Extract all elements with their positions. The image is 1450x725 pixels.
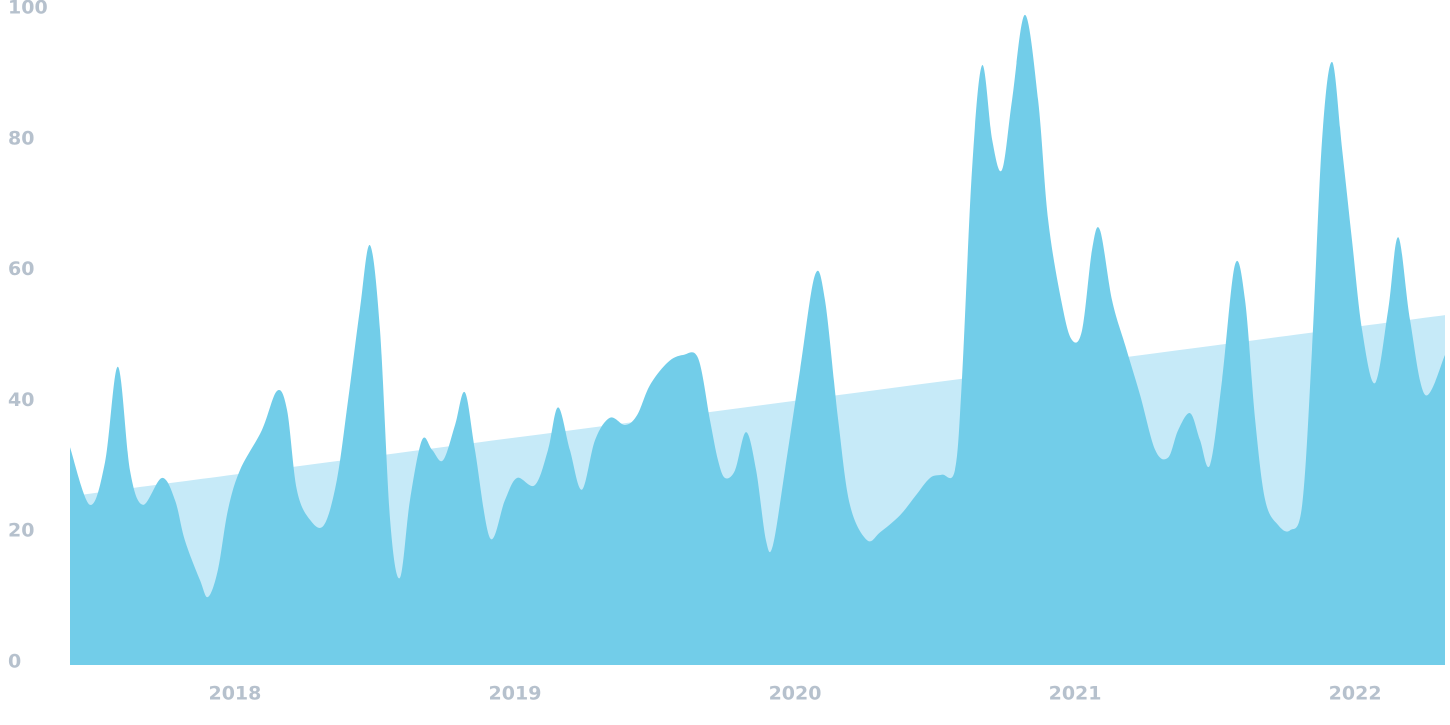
x-tick-label: 2022 [1329, 683, 1382, 705]
y-tick-label: 100 [8, 0, 48, 19]
y-tick-label: 80 [8, 127, 34, 149]
y-tick-label: 40 [8, 389, 34, 411]
x-tick-label: 2021 [1049, 683, 1102, 705]
x-tick-label: 2020 [769, 683, 822, 705]
x-tick-label: 2018 [208, 683, 261, 705]
x-tick-label: 2019 [489, 683, 542, 705]
y-tick-label: 20 [8, 520, 34, 542]
area [70, 14, 1445, 665]
y-tick-label: 60 [8, 258, 34, 280]
y-tick-label: 0 [8, 651, 21, 673]
